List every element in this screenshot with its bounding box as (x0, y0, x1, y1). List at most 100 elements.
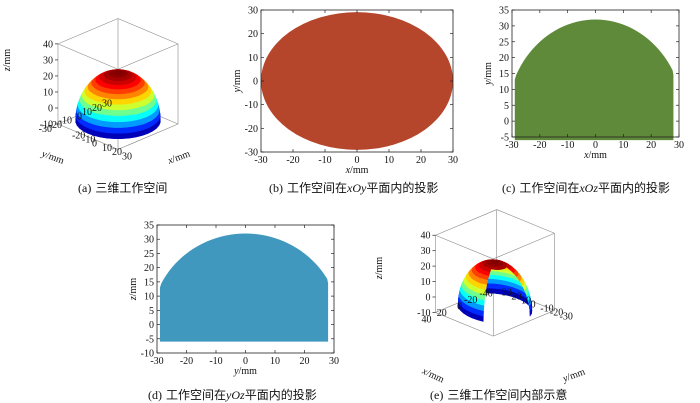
surface-patch (117, 72, 119, 76)
workspace-disk (261, 12, 453, 150)
y-tick-label: 20 (144, 263, 154, 274)
surface-patch (115, 89, 121, 95)
x-tick-label: 0 (457, 302, 462, 313)
y-tick-label: 20 (248, 29, 258, 40)
box-edge (117, 18, 179, 45)
x-tick-label: 0 (243, 356, 248, 367)
y-axis-label-unit: /mm (566, 367, 587, 384)
y-axis-label-var: y (232, 87, 243, 93)
workspace-halfdisk (514, 19, 674, 141)
surface-patch (125, 98, 133, 105)
caption-b: (b) 工作空间在xOy平面内的投影 (269, 179, 438, 196)
surface-patch (114, 110, 122, 117)
y-tick-label: 0 (253, 77, 258, 88)
surface-patch (114, 115, 122, 123)
box-edge (493, 310, 555, 337)
x-tick-label: 20 (300, 356, 310, 367)
y-tick-label: -30 (245, 148, 258, 159)
x-tick-label: 20 (416, 155, 426, 166)
box-edge (57, 18, 119, 45)
x-tick-label: 20 (112, 147, 122, 158)
z-tick-label: 10 (420, 277, 430, 288)
surface-patch (111, 84, 117, 90)
y-tick-label: 30 (502, 288, 512, 299)
x-tick-label: -10 (318, 155, 331, 166)
surface-patch (114, 127, 122, 134)
z-tick-label: 0 (48, 104, 53, 115)
y-tick-label: 15 (499, 69, 509, 80)
x-tick-label: -30 (254, 155, 267, 166)
surface-patch (106, 132, 115, 139)
y-axis-label: y/mm (483, 62, 494, 86)
y-tick-label: 20 (92, 103, 102, 114)
x-axis-label: x/mm (419, 366, 445, 386)
z-tick-label: -10 (417, 308, 430, 319)
surface-patch (121, 132, 130, 139)
box-edge (117, 43, 179, 70)
x-axis-label-var: x (583, 150, 589, 161)
surface-patch (115, 94, 121, 100)
y-tick-label: 30 (102, 99, 112, 110)
y-tick-label: -20 (245, 124, 258, 135)
chart-d-yoz-projection: -30 -20 -10 0 10 20 3035302520151050-5-10y/mmz… (128, 221, 339, 378)
surface-patch (114, 99, 122, 106)
x-axis-label-unit: /mm (171, 149, 192, 166)
y-tick-label: 15 (144, 277, 154, 288)
y-tick-label: 5 (504, 101, 509, 112)
y-tick-label: 30 (499, 21, 509, 32)
caption-d-post: 平面内的投影 (244, 388, 317, 402)
caption-e: (e) 三维工作空间内部示意 (430, 386, 567, 403)
y-tick-label: -30 (39, 124, 52, 135)
x-tick-label: -20 (464, 295, 477, 306)
y-axis-label-unit: /mm (232, 69, 243, 88)
x-axis-label: y/mm (233, 366, 257, 377)
z-tick-label: 30 (420, 246, 430, 257)
caption-a-text: 三维工作空间 (95, 181, 168, 195)
caption-c-label: (c) (502, 181, 516, 195)
z-tick-label: 40 (43, 39, 53, 50)
y-tick-label: 30 (144, 235, 154, 246)
x-tick-label: 10 (618, 140, 628, 151)
caption-b-pre: 工作空间在 (287, 181, 348, 195)
y-tick-label: -20 (550, 307, 563, 318)
x-tick-label: 0 (355, 155, 360, 166)
caption-a-label: (a) (78, 181, 92, 195)
x-tick-label: 30 (674, 140, 684, 151)
caption-b-post: 平面内的投影 (366, 181, 439, 195)
z-axis-label-unit: /mm (374, 257, 385, 276)
y-tick-label: 0 (531, 300, 536, 311)
y-tick-label: -30 (560, 311, 573, 322)
y-tick-label: 25 (144, 249, 154, 260)
z-axis-label-var: z (374, 275, 385, 280)
x-axis-label: x/mm (583, 150, 607, 161)
surface-patch (114, 132, 122, 139)
y-axis-label-unit: /mm (44, 150, 65, 167)
y-tick-label: 35 (499, 6, 509, 17)
y-tick-label: 10 (248, 53, 258, 64)
surface-patch (120, 98, 127, 106)
surface-patch (487, 282, 495, 289)
y-tick-label: 5 (149, 306, 154, 317)
x-axis-label-var: y (233, 366, 239, 377)
caption-c-pre: 工作空间在 (519, 181, 580, 195)
x-tick-label: -20 (533, 140, 546, 151)
surface-patch (496, 266, 500, 270)
z-tick-label: 10 (43, 87, 53, 98)
x-tick-label: 30 (122, 151, 132, 162)
x-axis-label-var: x (345, 165, 351, 176)
y-tick-label: 10 (521, 296, 531, 307)
caption-d-pre: 工作空间在 (166, 388, 227, 402)
x-tick-label: 30 (448, 155, 458, 166)
z-tick-label: 40 (420, 231, 430, 242)
y-axis-label: y/mm (232, 69, 243, 93)
y-tick-label: 35 (144, 221, 154, 232)
x-tick-label: -30 (150, 356, 163, 367)
surface-patch (116, 77, 120, 82)
surface-patch (115, 85, 121, 90)
box-edge (496, 209, 555, 234)
x-axis-label: x/mm (345, 165, 369, 176)
box-edge (435, 312, 494, 337)
y-tick-label: -20 (49, 120, 62, 131)
surface-patch (114, 104, 122, 111)
